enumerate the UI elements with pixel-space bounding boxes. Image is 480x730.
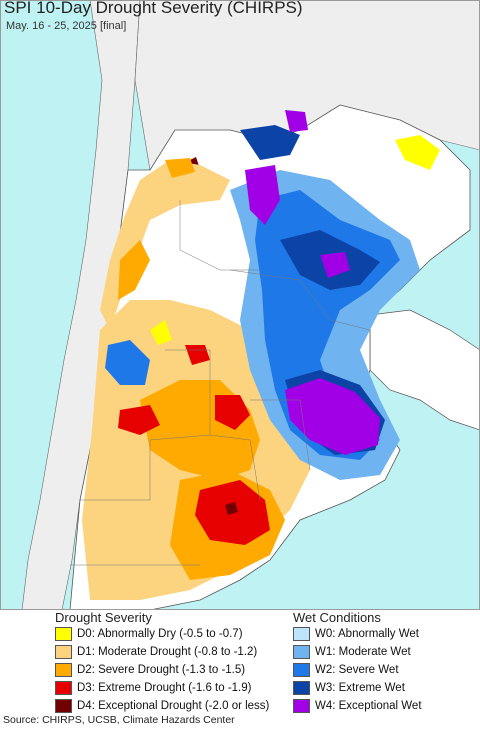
legend-label-w0: W0: Abnormally Wet: [315, 628, 419, 640]
legend-label-d4: D4: Exceptional Drought (-2.0 or less): [77, 700, 270, 712]
legend-label-d2: D2: Severe Drought (-1.3 to -1.5): [77, 664, 246, 676]
legend-swatch-d2: [55, 663, 72, 677]
legend-swatch-w3: [293, 681, 310, 695]
d1-zone-north: [100, 160, 230, 330]
legend-d0: D0: Abnormally Dry (-0.5 to -0.7): [55, 626, 243, 642]
legend-swatch-d0: [55, 627, 72, 641]
legend-label-d3: D3: Extreme Drought (-1.6 to -1.9): [77, 682, 252, 694]
map-subtitle: May. 16 - 25, 2025 [final]: [6, 20, 127, 32]
d3-zone-3: [118, 405, 160, 435]
legend-w0: W0: Abnormally Wet: [293, 626, 419, 642]
w4-zone-east: [285, 378, 380, 455]
legend-swatch-w4: [293, 699, 310, 713]
d2-zone-north: [118, 158, 195, 300]
legend-w3: W3: Extreme Wet: [293, 680, 405, 696]
legend-label-w1: W1: Moderate Wet: [315, 646, 411, 658]
legend-swatch-w0: [293, 627, 310, 641]
source-credit: Source: CHIRPS, UCSB, Climate Hazards Ce…: [3, 714, 235, 726]
legend-d3: D3: Extreme Drought (-1.6 to -1.9): [55, 680, 251, 696]
drought-map: [0, 0, 480, 610]
legend-d4: D4: Exceptional Drought (-2.0 or less): [55, 698, 269, 714]
w4-zone-north: [245, 110, 350, 278]
province-borders: [70, 200, 371, 566]
d0-zone-north: [150, 135, 440, 345]
legend-d1: D1: Moderate Drought (-0.8 to -1.2): [55, 644, 257, 660]
legend-d2: D2: Severe Drought (-1.3 to -1.5): [55, 662, 245, 678]
w2-zone-west: [105, 340, 150, 385]
legend-label-d0: D0: Abnormally Dry (-0.5 to -0.7): [77, 628, 243, 640]
uruguay-area: [369, 309, 480, 431]
legend-label-w2: W2: Severe Wet: [315, 664, 399, 676]
legend-label-w3: W3: Extreme Wet: [315, 682, 405, 694]
legend-label-w4: W4: Exceptional Wet: [315, 700, 422, 712]
map-title: SPI 10-Day Drought Severity (CHIRPS): [4, 0, 303, 17]
d3-zone-2: [215, 395, 250, 430]
legend-w4: W4: Exceptional Wet: [293, 698, 422, 714]
legend-swatch-d4: [55, 699, 72, 713]
legend-w2: W2: Severe Wet: [293, 662, 399, 678]
legend-w1: W1: Moderate Wet: [293, 644, 411, 660]
legend-swatch-d1: [55, 645, 72, 659]
drought-legend-heading: Drought Severity: [55, 610, 152, 625]
legend-swatch-w2: [293, 663, 310, 677]
legend-swatch-d3: [55, 681, 72, 695]
wet-legend-heading: Wet Conditions: [293, 610, 381, 625]
legend-swatch-w1: [293, 645, 310, 659]
legend: Drought Severity Wet Conditions D0: Abno…: [0, 610, 480, 715]
legend-label-d1: D1: Moderate Drought (-0.8 to -1.2): [77, 646, 258, 658]
